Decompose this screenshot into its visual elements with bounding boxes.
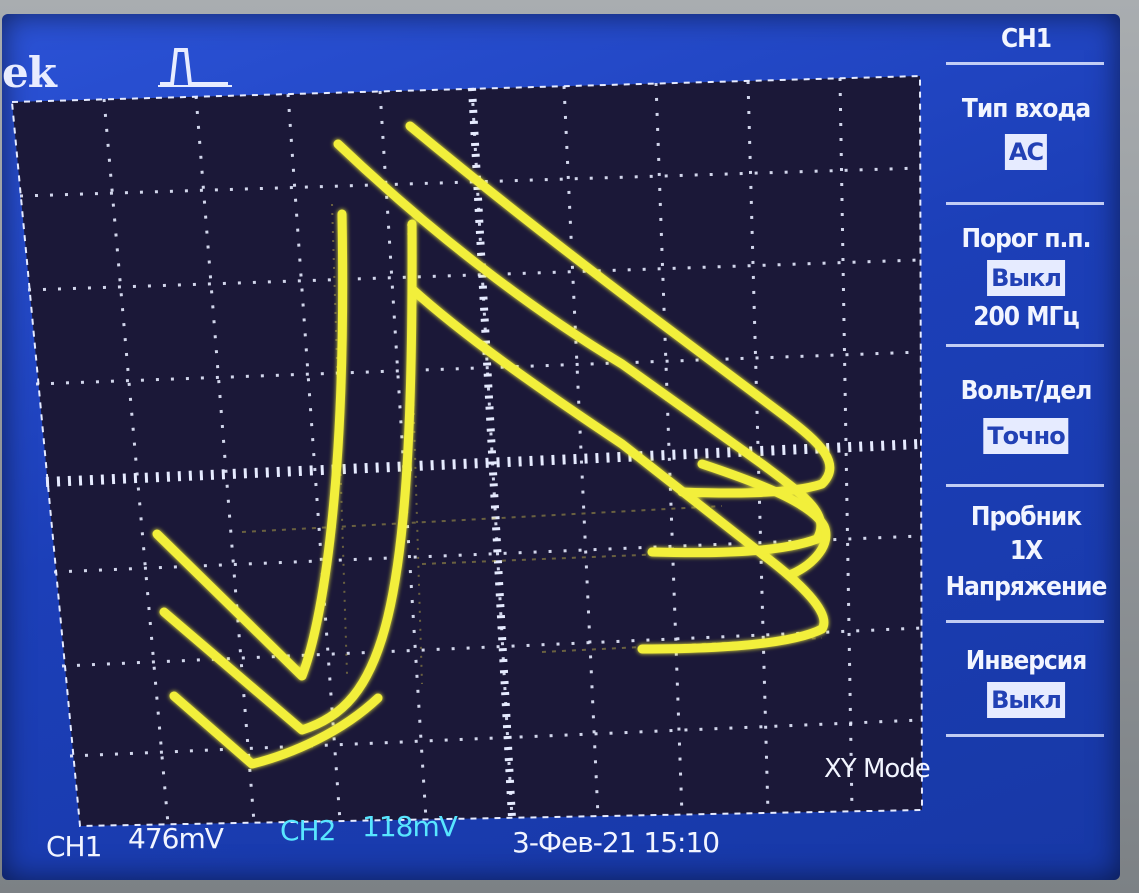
xy-mode-label: XY Mode [824,754,931,784]
menu-item-extra: 200 МГц [973,302,1080,332]
menu-item-label: Пробник [970,502,1082,532]
ch1-label: CH1 [46,830,102,863]
grid-horizontal [19,166,923,758]
datetime: 3-Фев-21 15:10 [512,826,720,859]
trace-g [697,459,831,579]
xy-traces [152,121,835,769]
trace-c [169,691,383,769]
trace-e [333,139,826,558]
menu-title-ch1: CH1 [1000,24,1052,54]
menu-divider [946,344,1104,347]
menu-divider [946,202,1104,205]
menu-item-value: AC [1004,134,1048,170]
ch2-label: CH2 [280,814,336,847]
menu-item-label: Вольт/дел [960,376,1093,406]
center-axis-vertical [468,87,516,819]
trigger-pulse-icon [158,48,232,87]
menu-item-label: Инверсия [965,646,1087,676]
trace-d [407,284,829,654]
trace-b [159,219,417,735]
center-axis-horizontal [45,439,922,487]
menu-item-line2: 1X [1009,536,1043,566]
menu-item-value: Выкл [987,260,1065,296]
menu-item-value: Выкл [987,682,1065,718]
display-area [12,76,922,826]
waveform-plot [10,74,924,828]
ch2-scale: 118mV [362,810,458,843]
menu-divider [946,62,1104,65]
trace-a [152,209,348,681]
graticule-display [2,64,932,844]
brand-logo-text: ek [2,48,57,97]
menu-divider [946,620,1104,623]
menu-item-label: Тип входа [961,94,1091,124]
menu-item-label: Порог п.п. [961,224,1092,254]
ch1-scale: 476mV [128,822,224,855]
menu-divider [946,484,1104,487]
menu-item-value: Точно [983,418,1069,454]
menu-item-line3: Напряжение [945,572,1108,602]
status-bar: CH1 476mV CH2 118mV 3-Фев-21 15:10 [2,810,1120,880]
oscilloscope-screen: ek [2,14,1120,880]
menu-divider [946,734,1104,737]
graticule-border [10,74,924,828]
side-menu: CH1 Тип входа AC Порог п.п. Выкл 200 МГц… [932,14,1120,880]
